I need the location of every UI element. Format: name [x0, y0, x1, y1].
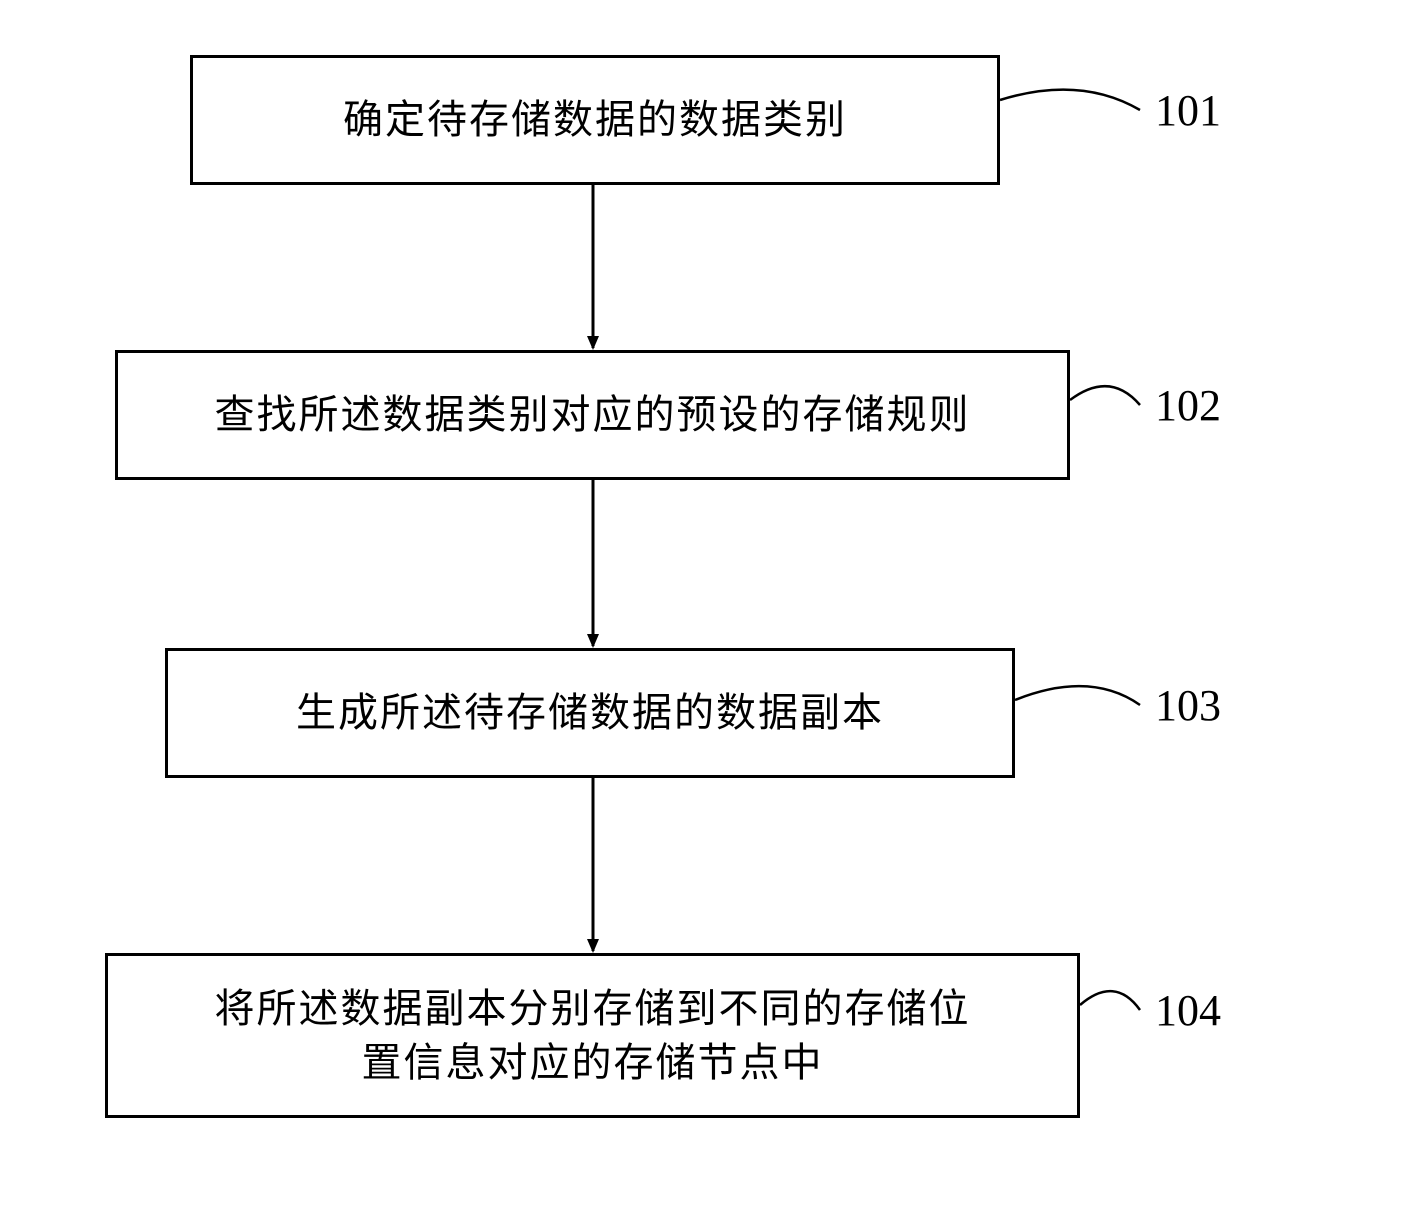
flow-node-103-text: 生成所述待存储数据的数据副本: [296, 686, 884, 740]
leader-101: [1000, 90, 1140, 110]
flowchart-canvas: 确定待存储数据的数据类别 101 查找所述数据类别对应的预设的存储规则 102 …: [0, 0, 1401, 1225]
flow-node-102-text: 查找所述数据类别对应的预设的存储规则: [215, 388, 971, 442]
leader-104: [1080, 991, 1140, 1010]
flow-node-104: 将所述数据副本分别存储到不同的存储位 置信息对应的存储节点中: [105, 953, 1080, 1118]
flow-node-104-text: 将所述数据副本分别存储到不同的存储位 置信息对应的存储节点中: [215, 982, 971, 1090]
flow-node-101: 确定待存储数据的数据类别: [190, 55, 1000, 185]
flow-label-104: 104: [1155, 985, 1221, 1036]
leader-102: [1070, 386, 1140, 405]
flow-label-101: 101: [1155, 85, 1221, 136]
flow-node-103: 生成所述待存储数据的数据副本: [165, 648, 1015, 778]
flow-label-102: 102: [1155, 380, 1221, 431]
flow-label-103: 103: [1155, 680, 1221, 731]
leader-103: [1015, 686, 1140, 705]
flow-node-102: 查找所述数据类别对应的预设的存储规则: [115, 350, 1070, 480]
flow-node-101-text: 确定待存储数据的数据类别: [343, 93, 847, 147]
